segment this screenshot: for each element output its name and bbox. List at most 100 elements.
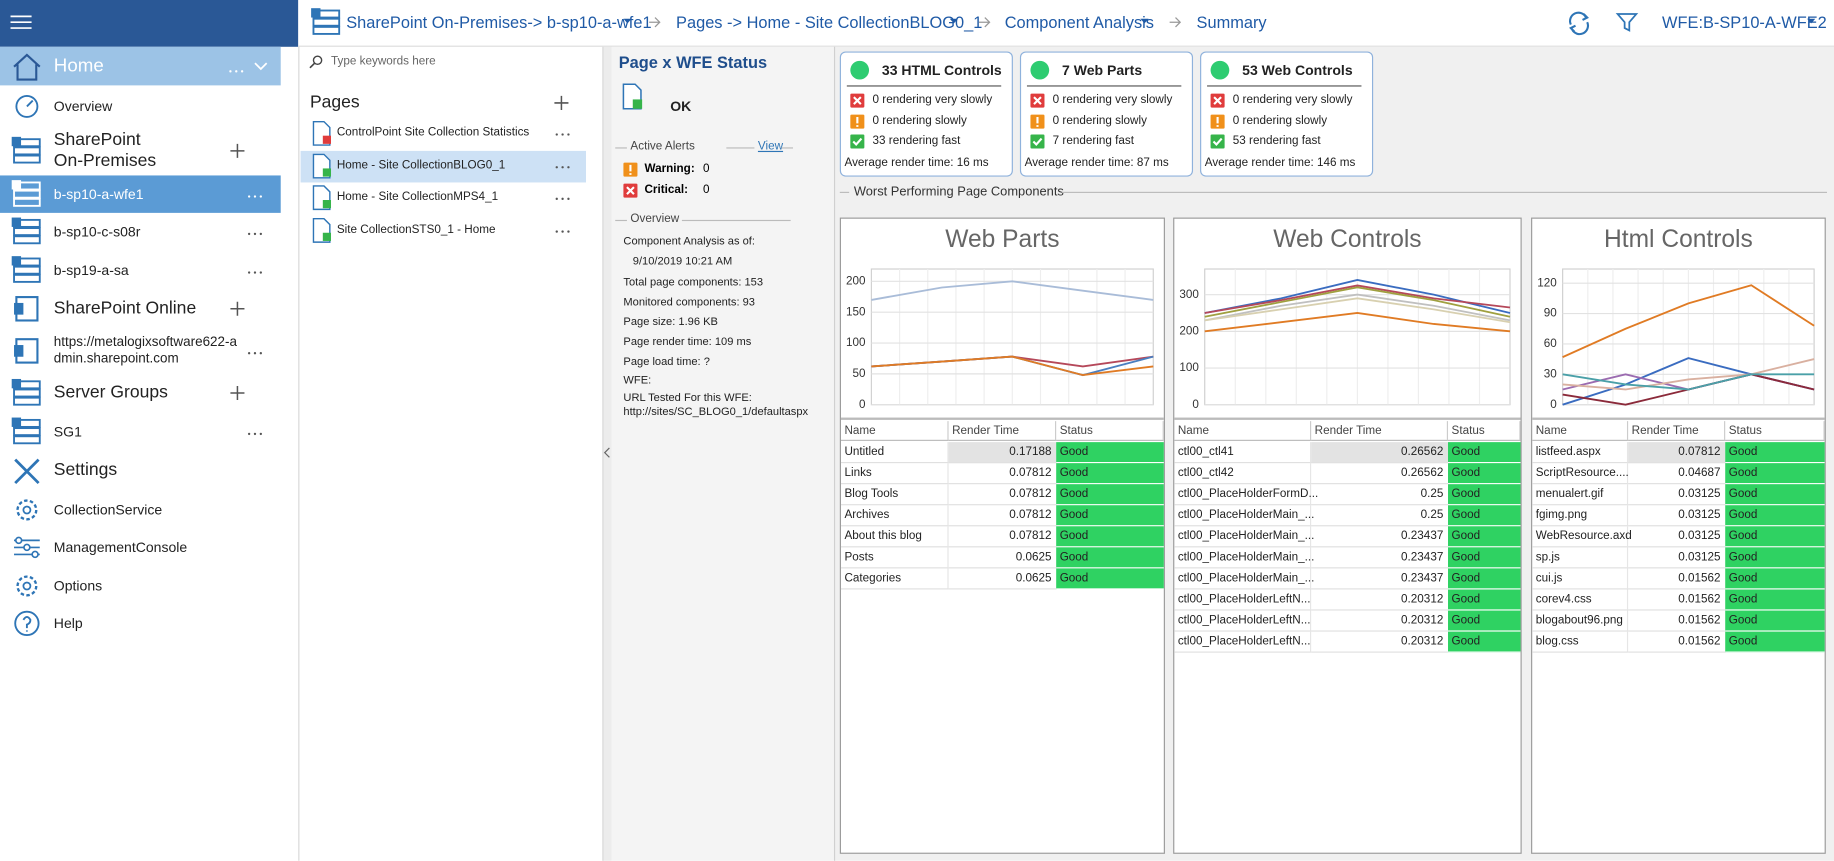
nav-item[interactable]: Server Groups — [53, 382, 168, 403]
table-cell: ctl00_PlaceHolderMain_... — [1174, 526, 1314, 548]
nav-item[interactable]: b-sp10-c-s08r — [53, 223, 141, 240]
table-cell: About this blog — [840, 526, 949, 548]
page-item[interactable]: ControlPoint Site Collection Statistics — [336, 126, 530, 140]
chart-table-rule — [1174, 417, 1521, 420]
table-cell: 0.23437 — [1311, 547, 1449, 569]
table-cell: cui.js — [1532, 568, 1629, 590]
nav-item[interactable]: b-sp10-a-wfe1 — [53, 185, 144, 203]
nav-item[interactable]: CollectionService — [53, 501, 163, 519]
page-item[interactable]: Home - Site CollectionBLOG0_1 — [336, 158, 506, 172]
column-header: Name — [840, 421, 949, 441]
handle — [309, 62, 316, 69]
nav-item[interactable]: SharePoint On-Premises — [53, 129, 157, 171]
filter-button — [1615, 13, 1639, 32]
table-cell: Posts — [840, 547, 949, 569]
nav-icon — [14, 610, 40, 637]
dot — [567, 197, 570, 201]
page-badge — [322, 232, 332, 241]
table-cell: Good — [1448, 526, 1521, 548]
nav-item[interactable]: b-sp19-a-sa — [53, 261, 129, 279]
server-slot — [13, 189, 41, 199]
column-header: Status — [1725, 421, 1825, 441]
nav-icon — [11, 180, 41, 207]
server-slot — [13, 146, 41, 156]
status-box — [1210, 134, 1225, 149]
nav-item[interactable]: Options — [53, 577, 103, 595]
column-header: Render Time — [1311, 421, 1449, 441]
table-cell: Untitled — [840, 442, 949, 464]
page-badge — [322, 200, 332, 209]
y-tick-label: 60 — [1544, 337, 1557, 350]
breadcrumb-item[interactable]: Component Analysis — [1004, 12, 1155, 32]
table-cell: ctl00_PlaceHolderLeftN... — [1174, 631, 1312, 653]
page-item[interactable]: Home - Site CollectionMPS4_1 — [336, 190, 499, 204]
y-tick-label: 100 — [1179, 361, 1199, 374]
dot — [253, 271, 257, 274]
table-cell: Good — [1725, 442, 1825, 464]
overview-rule-left — [615, 219, 627, 222]
status-glyph — [852, 137, 863, 146]
status-icon — [850, 114, 865, 129]
table-cell: Categories — [840, 568, 949, 590]
nav-item[interactable]: Overview — [53, 98, 113, 115]
more-button — [247, 271, 262, 274]
server-slot — [13, 435, 41, 445]
more-button — [247, 195, 262, 198]
table-cell: Blog Tools — [840, 484, 949, 506]
table-cell: fgimg.png — [1532, 505, 1629, 527]
dot — [567, 133, 570, 136]
dot — [253, 232, 257, 236]
nav-item[interactable]: Help — [53, 615, 83, 632]
table-cell: 0.07812 — [1628, 442, 1726, 464]
nav-item[interactable]: ManagementConsole — [53, 539, 188, 556]
worst-rule-left — [839, 191, 850, 193]
nav-icon — [16, 499, 38, 521]
overview-line: http://sites/SC_BLOG0_1/defaultaspx — [623, 405, 809, 419]
nav-item[interactable]: Settings — [53, 459, 118, 480]
nav-item[interactable]: Home — [53, 56, 104, 77]
table-cell: sp.js — [1532, 547, 1629, 569]
expand-chevron — [254, 62, 268, 71]
table-cell: blog.css — [1532, 631, 1629, 653]
search-box[interactable]: Type keywords here — [331, 54, 436, 68]
tools-icon — [14, 458, 40, 485]
status-icon — [1030, 114, 1045, 129]
nav-divider — [298, 46, 300, 861]
breadcrumb-arrow — [649, 17, 661, 28]
status-glyph — [1213, 96, 1222, 105]
dot — [567, 165, 570, 168]
page-item[interactable]: Site CollectionSTS0_1 - Home — [336, 222, 496, 236]
more-button — [555, 229, 570, 233]
breadcrumb-item[interactable]: Pages -> Home - Site CollectionBLOG0_1 — [676, 12, 983, 32]
overview-rule — [681, 219, 791, 222]
status-icon — [1210, 93, 1225, 108]
nav-item[interactable]: https://metalogixsoftware622-admin.share… — [53, 335, 237, 367]
card-average: Average render time: 146 ms — [1204, 156, 1356, 170]
arrow — [1169, 17, 1182, 28]
card-title: 33 HTML Controls — [881, 61, 1002, 79]
wfe-selector[interactable]: WFE:B-SP10-A-WFE2 — [1662, 12, 1827, 32]
dot — [247, 432, 251, 436]
breadcrumb-item[interactable]: Summary — [1196, 12, 1267, 32]
view-link[interactable]: View — [757, 140, 784, 154]
more-button — [555, 133, 570, 136]
column-header: Render Time — [948, 421, 1057, 441]
table-cell: Good — [1725, 484, 1825, 506]
table-cell: 0.01562 — [1628, 611, 1726, 632]
state-dot — [850, 60, 870, 80]
breadcrumb-item[interactable]: SharePoint On-Premises-> b-sp10-a-wfe1 — [346, 12, 652, 32]
table-cell: Good — [1725, 631, 1825, 653]
status-glyph — [853, 96, 862, 105]
worst-rule — [1062, 191, 1827, 193]
nav-item[interactable]: SharePoint Online — [53, 298, 197, 319]
server-slot — [13, 197, 41, 207]
nav-icon — [15, 94, 39, 118]
nav-item[interactable]: SG1 — [53, 423, 82, 440]
column-header: Name — [1532, 421, 1629, 441]
page-icon — [312, 217, 332, 243]
series-line — [1204, 297, 1511, 324]
table-cell: 0.23437 — [1311, 526, 1449, 548]
nav-icon — [13, 53, 41, 81]
alerts-heading: Active Alerts — [630, 140, 695, 154]
